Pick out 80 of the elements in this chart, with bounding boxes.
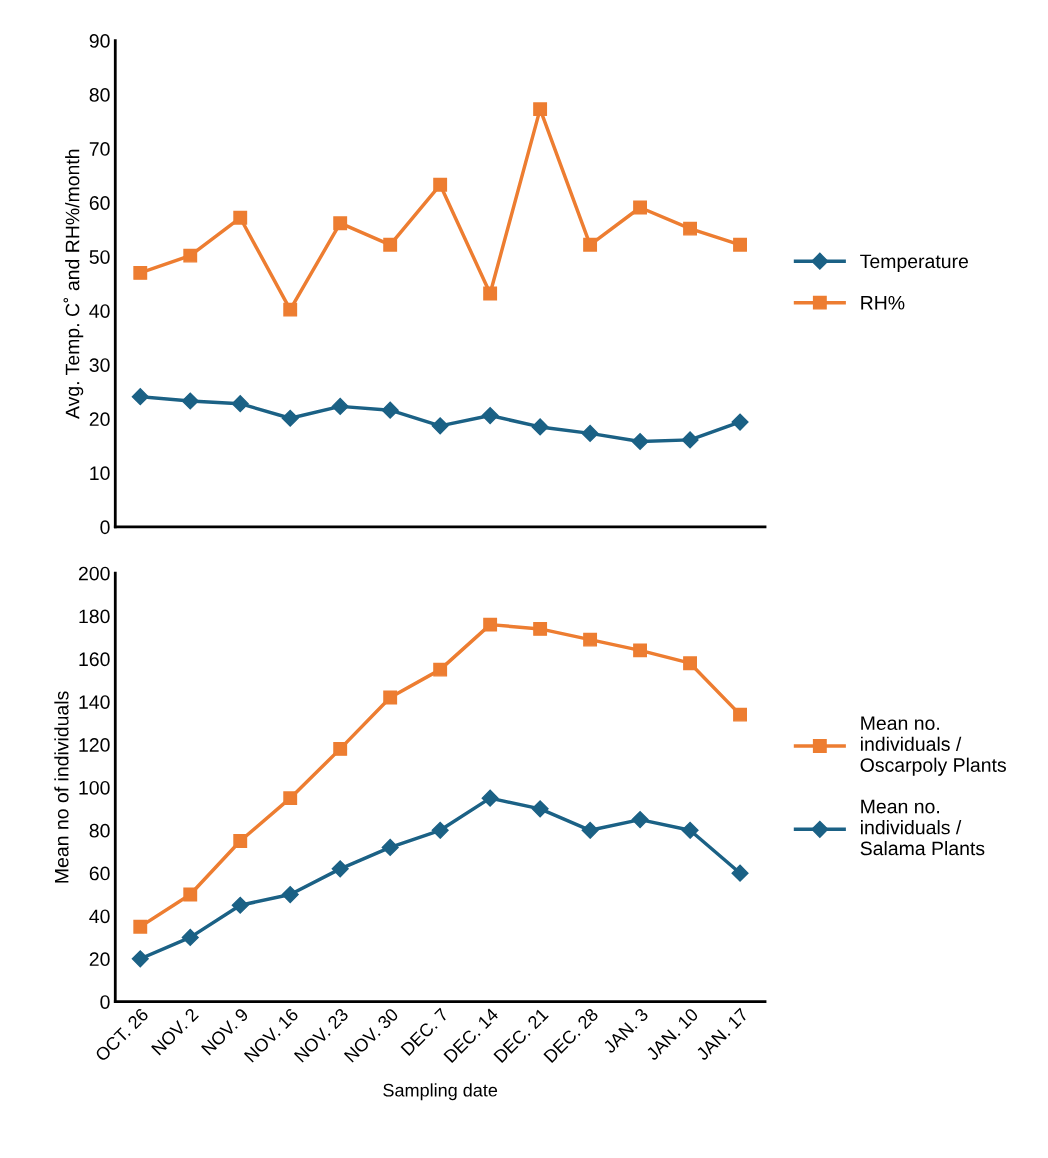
y-tick-label: 120 [79, 738, 110, 752]
point [581, 424, 599, 442]
point [433, 662, 448, 677]
point [233, 210, 248, 225]
point [281, 886, 299, 904]
point [181, 928, 199, 946]
y-tick-label: 140 [79, 695, 110, 709]
point [283, 302, 298, 317]
point [331, 397, 349, 415]
x-axis-title: Sampling date [383, 1083, 498, 1101]
y-axis-title: Mean no of individuals [54, 691, 69, 883]
legend-label: Mean no. individuals / Salama Plants [860, 799, 985, 856]
y-tick-label: 90 [89, 34, 110, 48]
point [731, 864, 749, 882]
point [481, 789, 499, 807]
y-tick-label: 20 [89, 412, 110, 427]
y-tick-label: 200 [78, 566, 110, 581]
point [281, 409, 299, 427]
legend-label: Mean no. individuals / Oscarpoly Plants [860, 716, 1006, 776]
point [231, 896, 249, 914]
point [183, 887, 198, 902]
point [131, 950, 149, 968]
point [181, 392, 199, 410]
point [681, 821, 699, 839]
point [733, 707, 747, 722]
point [381, 401, 399, 419]
point [533, 102, 548, 117]
y-tick-label: 30 [89, 358, 110, 373]
point [583, 237, 598, 252]
y-axis-title: Avg. Temp. C˚ and RH%/month [63, 149, 84, 419]
point [381, 838, 399, 856]
point [333, 741, 348, 756]
legend-label: RH% [861, 295, 905, 310]
point [433, 177, 448, 192]
point [633, 643, 648, 658]
point [733, 237, 747, 252]
y-tick-label: 20 [89, 952, 110, 967]
point [383, 690, 398, 705]
point [483, 286, 498, 301]
y-tick-label: 160 [79, 652, 110, 667]
y-tick-label: 40 [89, 909, 110, 924]
y-tick-label: 0 [100, 520, 110, 535]
point [231, 395, 249, 413]
point [333, 216, 348, 231]
point [681, 431, 699, 449]
point [683, 221, 698, 236]
legend-label: Temperature [860, 254, 968, 273]
point [481, 407, 499, 425]
point [683, 656, 698, 671]
point [483, 617, 498, 632]
point [133, 919, 148, 934]
point [631, 432, 649, 451]
point [283, 791, 298, 806]
y-tick-label: 180 [79, 609, 110, 624]
point [581, 821, 599, 839]
point [131, 388, 149, 406]
point [431, 821, 449, 839]
y-tick-label: 80 [89, 88, 110, 102]
point [431, 417, 449, 435]
point [533, 621, 548, 636]
point [531, 800, 549, 818]
point [383, 237, 398, 252]
y-tick-label: 60 [89, 866, 110, 881]
point [233, 834, 248, 848]
point [731, 413, 749, 431]
point [133, 265, 148, 280]
point [631, 811, 649, 829]
y-tick-label: 0 [100, 995, 110, 1009]
y-tick-label: 70 [89, 142, 110, 156]
y-tick-label: 80 [89, 823, 110, 838]
y-tick-label: 100 [79, 780, 110, 795]
point [183, 248, 198, 263]
point [633, 200, 648, 215]
point [531, 418, 549, 436]
point [331, 860, 349, 878]
y-tick-label: 10 [90, 466, 110, 481]
y-tick-label: 40 [89, 304, 110, 318]
point [583, 632, 598, 647]
y-tick-label: 50 [89, 250, 110, 264]
y-tick-label: 60 [89, 196, 110, 210]
